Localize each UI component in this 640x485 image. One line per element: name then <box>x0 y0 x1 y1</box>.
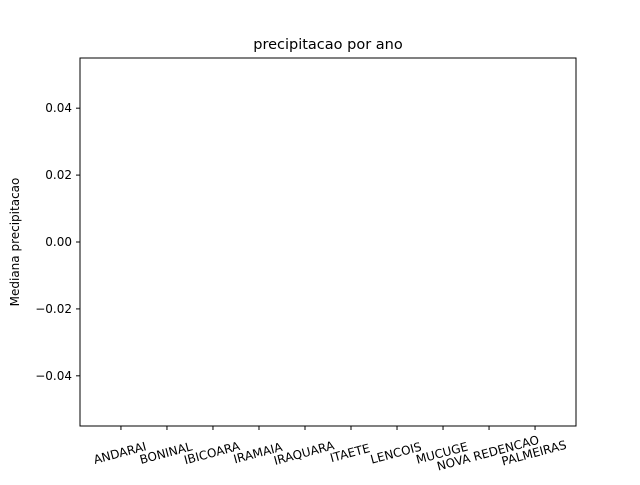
y-tick-label: 0.00 <box>45 235 72 249</box>
y-axis-label: Mediana precipitacao <box>8 178 22 307</box>
chart-title: precipitacao por ano <box>253 37 403 53</box>
y-tick-label: 0.02 <box>45 168 72 182</box>
y-tick-label: 0.04 <box>45 101 72 115</box>
y-tick-label: −0.04 <box>35 369 72 383</box>
y-tick-label: −0.02 <box>35 302 72 316</box>
